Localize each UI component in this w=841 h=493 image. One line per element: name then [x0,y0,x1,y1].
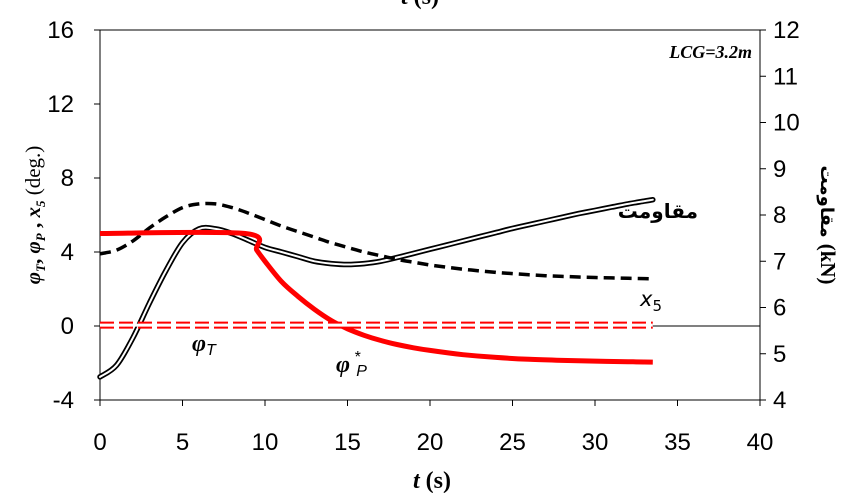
x-tick-label: 0 [93,429,106,456]
x-tick-label: 35 [664,429,691,456]
phi-t-series-label: φT [192,331,217,359]
right-y-axis-title: مقاومت(kN) [816,165,840,284]
left-y-tick-label: -4 [53,387,74,414]
phi-P-series-line [99,229,653,365]
left-y-ticks: -4 0 4 8 12 16 [47,17,100,414]
x-ticks: 0 5 10 15 20 25 30 35 40 [93,400,773,456]
x5-series-line [99,201,653,281]
right-y-tick-label: 12 [773,17,800,44]
x5-series-label: x5 [639,287,662,315]
lcg-label: LCG=3.2m [668,42,752,62]
resistance-series-line-inner [99,198,654,378]
right-y-tick-label: 9 [773,156,786,183]
right-y-tick-label: 6 [773,295,786,322]
series-layer [97,196,656,380]
x-tick-label: 25 [499,429,526,456]
x-tick-label: 30 [582,429,609,456]
right-y-tick-label: 5 [773,341,786,368]
x-tick-label: 40 [747,429,774,456]
top-axis-title-partial: t(s) [401,0,439,10]
left-y-tick-label: 8 [61,165,74,192]
right-y-tick-label: 7 [773,248,786,275]
x-tick-label: 10 [252,429,279,456]
right-y-tick-label: 4 [773,387,786,414]
left-y-tick-label: 4 [61,239,74,266]
x-axis-title: t (s) [413,468,451,493]
right-y-ticks: 4 5 6 7 8 9 10 11 12 [760,17,800,414]
left-y-tick-label: 12 [47,91,74,118]
left-y-tick-label: 16 [47,17,74,44]
x-tick-label: 20 [417,429,444,456]
x-tick-label: 15 [334,429,361,456]
left-y-axis-title: φT, φP , x5 (deg.) [21,146,48,285]
x-tick-label: 5 [176,429,189,456]
resistance-series-line [97,196,656,380]
right-y-tick-label: 8 [773,202,786,229]
right-y-tick-label: 10 [773,110,800,137]
resistance-series-label: مقاومت [618,199,698,223]
phi-p-series-label: φ * P [336,349,367,380]
left-y-tick-label: 0 [61,313,74,340]
right-y-tick-label: 11 [773,63,798,90]
